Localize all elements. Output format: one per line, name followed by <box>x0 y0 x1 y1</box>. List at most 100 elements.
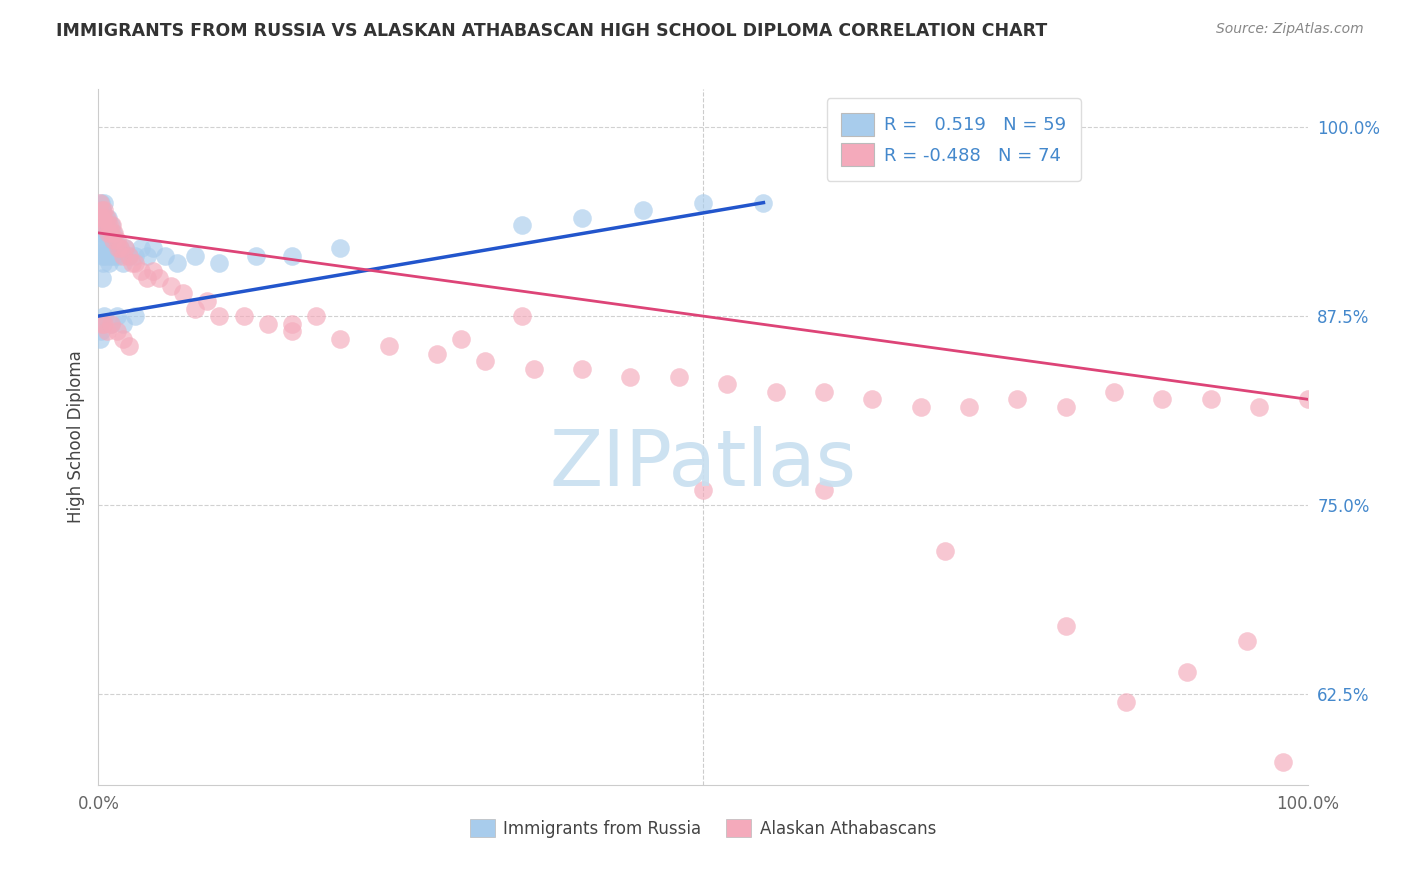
Point <box>329 332 352 346</box>
Point <box>510 219 533 233</box>
Point <box>93 203 115 218</box>
Point <box>100 317 122 331</box>
Point <box>93 309 115 323</box>
Point <box>1054 619 1077 633</box>
Point <box>1007 392 1029 407</box>
Point <box>96 249 118 263</box>
Point <box>111 317 134 331</box>
Point <box>1175 665 1198 679</box>
Point <box>129 241 152 255</box>
Point <box>208 256 231 270</box>
Text: ZIPatlas: ZIPatlas <box>550 425 856 502</box>
Point <box>98 226 121 240</box>
Point <box>1249 400 1271 414</box>
Point <box>129 263 152 277</box>
Point <box>108 241 131 255</box>
Point <box>668 369 690 384</box>
Point <box>111 249 134 263</box>
Point <box>96 324 118 338</box>
Point <box>124 309 146 323</box>
Point <box>96 211 118 225</box>
Point <box>184 301 207 316</box>
Point <box>571 211 593 225</box>
Point <box>100 241 122 255</box>
Point <box>105 309 128 323</box>
Point <box>571 362 593 376</box>
Point <box>166 256 188 270</box>
Point <box>90 219 112 233</box>
Point <box>245 249 267 263</box>
Point <box>142 263 165 277</box>
Point <box>114 241 136 255</box>
Point <box>97 211 120 225</box>
Point <box>692 483 714 497</box>
Point <box>107 249 129 263</box>
Point <box>108 241 131 255</box>
Legend: Immigrants from Russia, Alaskan Athabascans: Immigrants from Russia, Alaskan Athabasc… <box>461 811 945 847</box>
Point <box>957 400 980 414</box>
Point <box>195 293 218 308</box>
Point <box>100 219 122 233</box>
Point <box>91 226 114 240</box>
Point <box>510 309 533 323</box>
Point <box>281 324 304 338</box>
Point <box>377 339 399 353</box>
Point <box>910 400 932 414</box>
Point <box>89 332 111 346</box>
Point <box>98 256 121 270</box>
Point <box>90 241 112 255</box>
Point <box>105 324 128 338</box>
Point <box>184 249 207 263</box>
Point <box>97 241 120 255</box>
Point <box>114 241 136 255</box>
Point <box>96 219 118 233</box>
Point <box>91 317 114 331</box>
Y-axis label: High School Diploma: High School Diploma <box>66 351 84 524</box>
Point <box>104 234 127 248</box>
Point <box>118 249 141 263</box>
Point <box>135 271 157 285</box>
Point <box>160 278 183 293</box>
Point <box>813 384 835 399</box>
Point <box>305 309 328 323</box>
Text: Source: ZipAtlas.com: Source: ZipAtlas.com <box>1216 22 1364 37</box>
Point <box>91 317 114 331</box>
Point <box>103 249 125 263</box>
Point <box>91 234 114 248</box>
Point <box>103 226 125 240</box>
Point <box>329 241 352 255</box>
Point <box>860 392 883 407</box>
Point <box>97 226 120 240</box>
Point <box>619 369 641 384</box>
Point <box>90 195 112 210</box>
Point <box>91 203 114 218</box>
Point <box>474 354 496 368</box>
Point <box>91 256 114 270</box>
Point <box>426 347 449 361</box>
Point <box>631 203 654 218</box>
Point <box>89 195 111 210</box>
Point <box>100 249 122 263</box>
Point <box>813 483 835 497</box>
Point <box>523 362 546 376</box>
Point <box>94 241 117 255</box>
Point <box>1115 695 1137 709</box>
Point <box>716 377 738 392</box>
Point <box>934 543 956 558</box>
Point <box>281 317 304 331</box>
Point <box>100 317 122 331</box>
Point <box>98 219 121 233</box>
Point <box>93 317 115 331</box>
Point <box>124 249 146 263</box>
Point <box>91 211 114 225</box>
Point <box>89 226 111 240</box>
Point <box>153 249 176 263</box>
Point <box>1152 392 1174 407</box>
Point <box>281 249 304 263</box>
Point <box>94 219 117 233</box>
Point <box>1054 400 1077 414</box>
Point <box>89 203 111 218</box>
Point <box>91 211 114 225</box>
Text: IMMIGRANTS FROM RUSSIA VS ALASKAN ATHABASCAN HIGH SCHOOL DIPLOMA CORRELATION CHA: IMMIGRANTS FROM RUSSIA VS ALASKAN ATHABA… <box>56 22 1047 40</box>
Point <box>94 211 117 225</box>
